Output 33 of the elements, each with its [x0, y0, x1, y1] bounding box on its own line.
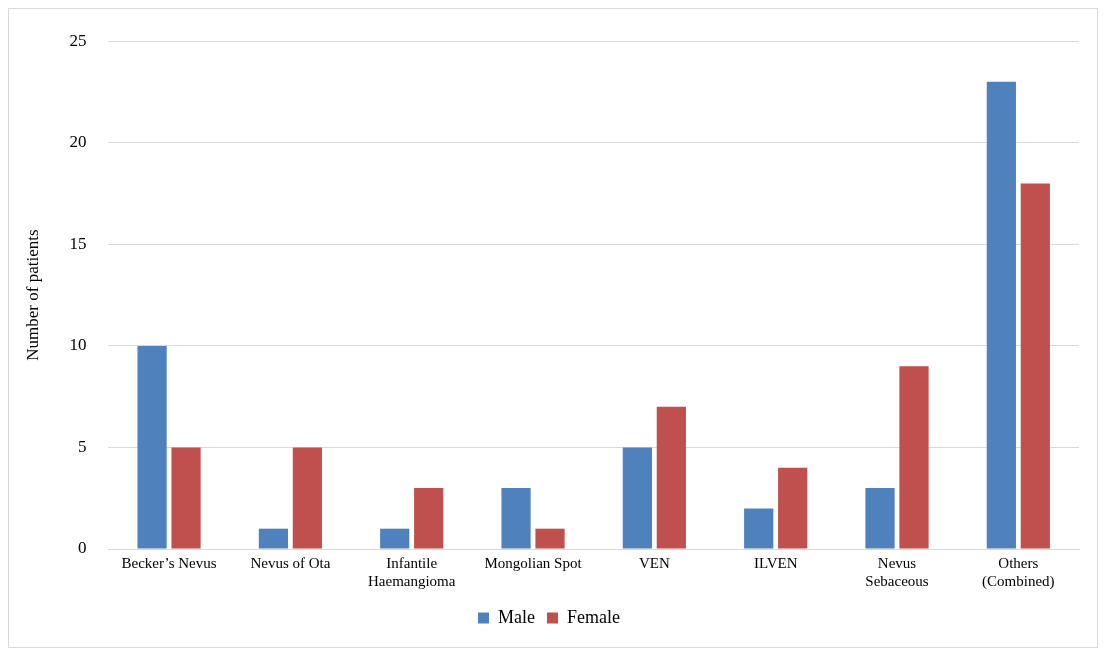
y-tick-label: 25 [69, 30, 87, 50]
y-tick-label: 0 [77, 538, 87, 558]
x-tick-label: Nevus of Ota [250, 554, 331, 571]
x-tick-label: Others (Combined) [982, 554, 1055, 590]
bar [865, 488, 895, 549]
bar [986, 81, 1016, 549]
x-tick-label: Mongolian Spot [484, 554, 583, 571]
legend-label: Male [498, 606, 536, 627]
bar [899, 366, 929, 549]
y-tick-label: 20 [69, 132, 87, 152]
y-tick-label: 15 [69, 233, 87, 253]
bar [414, 488, 444, 549]
bar [656, 406, 686, 549]
x-tick-label: Nevus Sebaceous [865, 554, 929, 589]
bar [622, 447, 652, 549]
bar [292, 447, 322, 549]
y-axis-title: Number of patients [22, 229, 42, 361]
bar [137, 345, 167, 549]
x-tick-label: Infantile Haemangioma [367, 554, 456, 589]
bar [258, 528, 289, 549]
bar [380, 528, 410, 549]
bar [171, 447, 201, 549]
y-tick-label: 10 [69, 335, 87, 355]
bar [778, 467, 808, 549]
legend-label: Female [567, 606, 620, 627]
bar [1020, 183, 1050, 549]
x-tick-label: ILVEN [753, 554, 798, 571]
bar [535, 528, 565, 549]
x-tick-label: VEN [638, 554, 670, 571]
x-tick-label: Becker’s Nevus [121, 554, 217, 571]
bar [501, 488, 531, 549]
bar [744, 508, 774, 549]
y-tick-label: 5 [77, 436, 87, 456]
